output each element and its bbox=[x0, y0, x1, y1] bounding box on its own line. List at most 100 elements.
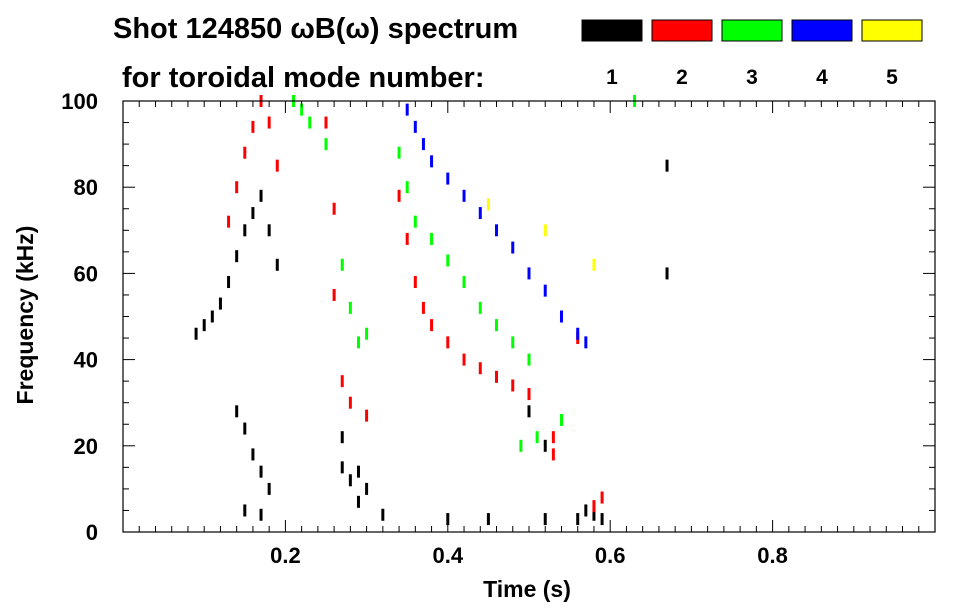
plot-frame bbox=[122, 100, 936, 533]
legend-label-mode-1: 1 bbox=[606, 66, 618, 89]
data-point bbox=[365, 327, 369, 340]
data-point bbox=[332, 288, 336, 301]
data-point bbox=[405, 103, 409, 116]
series-layer bbox=[194, 95, 669, 526]
legend-label-mode-2: 2 bbox=[676, 66, 688, 89]
data-point bbox=[495, 370, 499, 383]
data-point bbox=[478, 207, 482, 220]
data-point bbox=[340, 461, 344, 474]
x-tick-label: 0.6 bbox=[595, 543, 626, 568]
data-point bbox=[332, 202, 336, 215]
plot-area bbox=[122, 95, 936, 533]
data-point bbox=[430, 232, 434, 245]
data-point bbox=[405, 232, 409, 245]
legend-label-mode-3: 3 bbox=[746, 66, 758, 89]
legend-swatch-mode-2 bbox=[651, 19, 713, 42]
x-axis-label: Time (s) bbox=[483, 576, 571, 602]
data-point bbox=[462, 276, 466, 289]
data-point bbox=[592, 508, 596, 521]
data-point bbox=[194, 327, 198, 340]
data-point bbox=[251, 448, 255, 461]
y-axis-label: Frequency (kHz) bbox=[12, 226, 38, 405]
legend-swatch-mode-3 bbox=[721, 19, 783, 42]
data-point bbox=[356, 336, 360, 349]
data-point bbox=[397, 189, 401, 202]
data-point bbox=[348, 474, 352, 487]
data-point bbox=[397, 146, 401, 159]
data-point bbox=[446, 172, 450, 185]
legend-swatch-mode-4 bbox=[791, 19, 853, 42]
chart-title-line1: Shot 124850 ωB(ω) spectrum bbox=[113, 13, 518, 45]
data-point bbox=[446, 513, 450, 526]
legend-swatch-mode-5 bbox=[861, 19, 923, 42]
data-point bbox=[267, 482, 271, 495]
data-point bbox=[543, 284, 547, 297]
y-tick-label: 80 bbox=[74, 175, 98, 200]
data-point bbox=[227, 276, 231, 289]
data-point bbox=[600, 491, 604, 504]
data-point bbox=[519, 439, 523, 452]
data-point bbox=[527, 388, 531, 401]
data-point bbox=[600, 513, 604, 526]
data-point bbox=[592, 258, 596, 271]
data-point bbox=[486, 198, 490, 211]
series-mode-3 bbox=[292, 95, 637, 452]
series-mode-1 bbox=[194, 159, 669, 526]
data-point bbox=[235, 181, 239, 194]
data-point bbox=[365, 482, 369, 495]
data-point bbox=[462, 353, 466, 366]
data-point bbox=[527, 267, 531, 280]
legend: 1 2 3 4 5 bbox=[581, 19, 923, 89]
x-tick-label: 0.8 bbox=[757, 543, 788, 568]
data-point bbox=[584, 336, 588, 349]
data-point bbox=[543, 513, 547, 526]
series-mode-5 bbox=[486, 198, 596, 271]
legend-label-mode-5: 5 bbox=[886, 66, 898, 89]
data-point bbox=[218, 297, 222, 310]
data-point bbox=[235, 405, 239, 418]
data-point bbox=[495, 319, 499, 332]
data-point bbox=[235, 250, 239, 263]
series-mode-2 bbox=[227, 95, 604, 513]
data-point bbox=[259, 189, 263, 202]
data-point bbox=[243, 224, 247, 237]
data-point bbox=[348, 396, 352, 409]
legend-swatch-mode-1 bbox=[581, 19, 643, 42]
data-point bbox=[486, 513, 490, 526]
series-mode-4 bbox=[405, 103, 588, 349]
data-point bbox=[430, 319, 434, 332]
legend-label-mode-4: 4 bbox=[816, 66, 828, 89]
data-point bbox=[584, 504, 588, 517]
data-point bbox=[227, 215, 231, 228]
data-point bbox=[551, 448, 555, 461]
y-tick-label: 60 bbox=[74, 261, 98, 286]
data-point bbox=[559, 310, 563, 323]
data-point bbox=[259, 508, 263, 521]
chart-title-line2: for toroidal mode number: bbox=[122, 62, 485, 94]
data-point bbox=[202, 319, 206, 332]
data-point bbox=[210, 310, 214, 323]
data-point bbox=[576, 327, 580, 340]
data-point bbox=[267, 116, 271, 129]
data-point bbox=[251, 207, 255, 220]
data-point bbox=[413, 120, 417, 133]
data-point bbox=[324, 138, 328, 151]
y-tick-label: 0 bbox=[86, 520, 98, 545]
data-point bbox=[324, 116, 328, 129]
x-tick-label: 0.2 bbox=[270, 543, 301, 568]
data-point bbox=[551, 431, 555, 444]
data-point bbox=[462, 189, 466, 202]
y-tick-label: 40 bbox=[74, 348, 98, 373]
data-point bbox=[356, 495, 360, 508]
data-point bbox=[340, 431, 344, 444]
data-point bbox=[243, 422, 247, 435]
data-point bbox=[259, 465, 263, 478]
data-point bbox=[511, 241, 515, 254]
data-point bbox=[665, 267, 669, 280]
data-point bbox=[527, 405, 531, 418]
data-point bbox=[365, 409, 369, 422]
data-point bbox=[495, 224, 499, 237]
data-point bbox=[446, 336, 450, 349]
data-point bbox=[559, 413, 563, 426]
